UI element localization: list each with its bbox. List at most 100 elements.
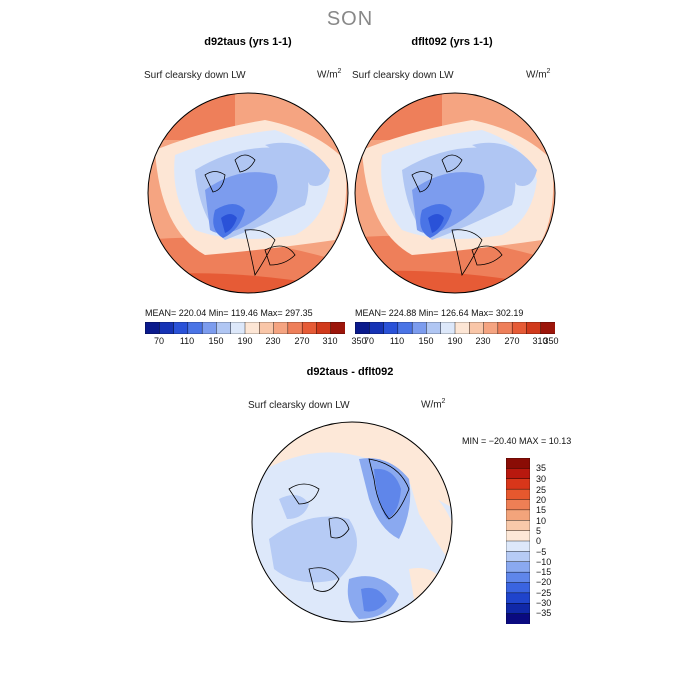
colorbar-swatch [411, 322, 427, 334]
colorbar-swatch [316, 322, 332, 334]
colorbar-swatch [506, 582, 530, 594]
panel3-tick: −25 [536, 588, 552, 598]
panel3-tick: 0 [536, 536, 542, 546]
colorbar-swatch [483, 322, 499, 334]
colorbar-swatch [287, 322, 303, 334]
panel1-coastlines [204, 154, 296, 277]
colorbar-swatch [426, 322, 442, 334]
colorbar-swatch [506, 458, 530, 469]
panel1-colorbar-ticks: 70 110 150 190 230 270 310 350 [145, 336, 367, 348]
panel3-colorbar-labels: 35 30 25 20 15 10 5 0 −5 −10 −15 −20 −25… [536, 458, 576, 624]
panel1-colorbar [145, 322, 345, 334]
panel1-field [148, 93, 348, 293]
panel2-tick: 270 [504, 336, 520, 346]
colorbar-swatch [216, 322, 232, 334]
panel3-tick: −15 [536, 567, 552, 577]
panel1-frame [147, 92, 349, 294]
panel2-tick: 110 [389, 336, 405, 346]
colorbar-swatch [506, 603, 530, 615]
panel3-unit: W/m2 [421, 398, 446, 411]
colorbar-swatch [145, 322, 160, 334]
colorbar-swatch [369, 322, 385, 334]
colorbar-swatch [497, 322, 513, 334]
panel3-tick: 35 [536, 463, 547, 473]
panel3-tick: 20 [536, 495, 547, 505]
panel3-variable: Surf clearsky down LW [248, 400, 350, 411]
panel3-coastlines [288, 458, 410, 592]
panel2-colorbar [355, 322, 555, 334]
colorbar-swatch [506, 468, 530, 480]
panel1-tick: 310 [322, 336, 338, 346]
panel2-colorbar-swatches [355, 322, 555, 334]
panel1-tick: 270 [294, 336, 310, 346]
colorbar-swatch [506, 478, 530, 490]
panel1-stats: MEAN= 220.04 Min= 119.46 Max= 297.35 [145, 308, 313, 318]
panel1-tick: 230 [265, 336, 281, 346]
panel2-tick: 150 [418, 336, 434, 346]
panel1-tick: 110 [179, 336, 195, 346]
colorbar-swatch [355, 322, 370, 334]
panel3-tick: 5 [536, 526, 542, 536]
panel3-frame [251, 421, 453, 623]
colorbar-swatch [301, 322, 317, 334]
colorbar-swatch [330, 322, 345, 334]
panel3-tick: −35 [536, 608, 552, 618]
panel2-field [355, 93, 555, 293]
colorbar-swatch [397, 322, 413, 334]
colorbar-swatch [506, 561, 530, 573]
colorbar-swatch [540, 322, 555, 334]
colorbar-swatch [259, 322, 275, 334]
panel1-map [147, 92, 349, 294]
colorbar-swatch [506, 499, 530, 511]
panel3-tick: −10 [536, 557, 552, 567]
panel3-colorbar [506, 458, 530, 624]
colorbar-swatch [506, 613, 530, 624]
colorbar-swatch [187, 322, 203, 334]
panel3-tick: 10 [536, 516, 547, 526]
colorbar-swatch [469, 322, 485, 334]
panel2-tick: 350 [543, 336, 559, 346]
colorbar-swatch [526, 322, 542, 334]
season-title: SON [326, 8, 374, 30]
colorbar-swatch [506, 540, 530, 552]
panel3-colorbar-swatches [506, 458, 530, 624]
panel1-colorbar-swatches [145, 322, 345, 334]
panel3-tick: −30 [536, 598, 552, 608]
colorbar-swatch [506, 530, 530, 542]
panel3-tick: 30 [536, 474, 547, 484]
panel2-frame [354, 92, 556, 294]
colorbar-swatch [506, 571, 530, 584]
colorbar-swatch [454, 322, 470, 334]
panel3-title: d92taus - dflt092 [306, 366, 394, 378]
panel1-tick: 350 [351, 336, 367, 346]
colorbar-swatch [506, 509, 530, 521]
panel2-colorbar-ticks: 70 110 150 190 230 270 310 350 [355, 336, 559, 348]
colorbar-swatch [511, 322, 527, 334]
panel3-field [252, 422, 452, 622]
colorbar-swatch [506, 520, 530, 532]
colorbar-swatch [440, 322, 456, 334]
panel2-tick: 190 [447, 336, 463, 346]
colorbar-swatch [506, 488, 530, 501]
colorbar-swatch [383, 322, 399, 334]
colorbar-swatch [201, 322, 217, 334]
panel3-tick: 25 [536, 485, 547, 495]
colorbar-swatch [506, 592, 530, 604]
panel2-unit: W/m2 [526, 68, 551, 81]
colorbar-swatch [230, 322, 246, 334]
panel2-tick: 70 [363, 336, 375, 346]
panel3-tick: −5 [536, 547, 547, 557]
panel3-map [251, 421, 453, 623]
panel1-tick: 150 [208, 336, 224, 346]
colorbar-swatch [506, 551, 530, 563]
colorbar-swatch [173, 322, 189, 334]
panel2-stats: MEAN= 224.88 Min= 126.64 Max= 302.19 [355, 308, 524, 318]
panel1-title: d92taus (yrs 1-1) [204, 36, 292, 48]
colorbar-swatch [159, 322, 175, 334]
panel2-title: dflt092 (yrs 1-1) [411, 36, 493, 48]
panel2-variable: Surf clearsky down LW [352, 70, 454, 81]
colorbar-swatch [244, 322, 260, 334]
panel2-tick: 310 [532, 336, 548, 346]
panel2-tick: 230 [475, 336, 491, 346]
panel1-unit: W/m2 [317, 68, 342, 81]
